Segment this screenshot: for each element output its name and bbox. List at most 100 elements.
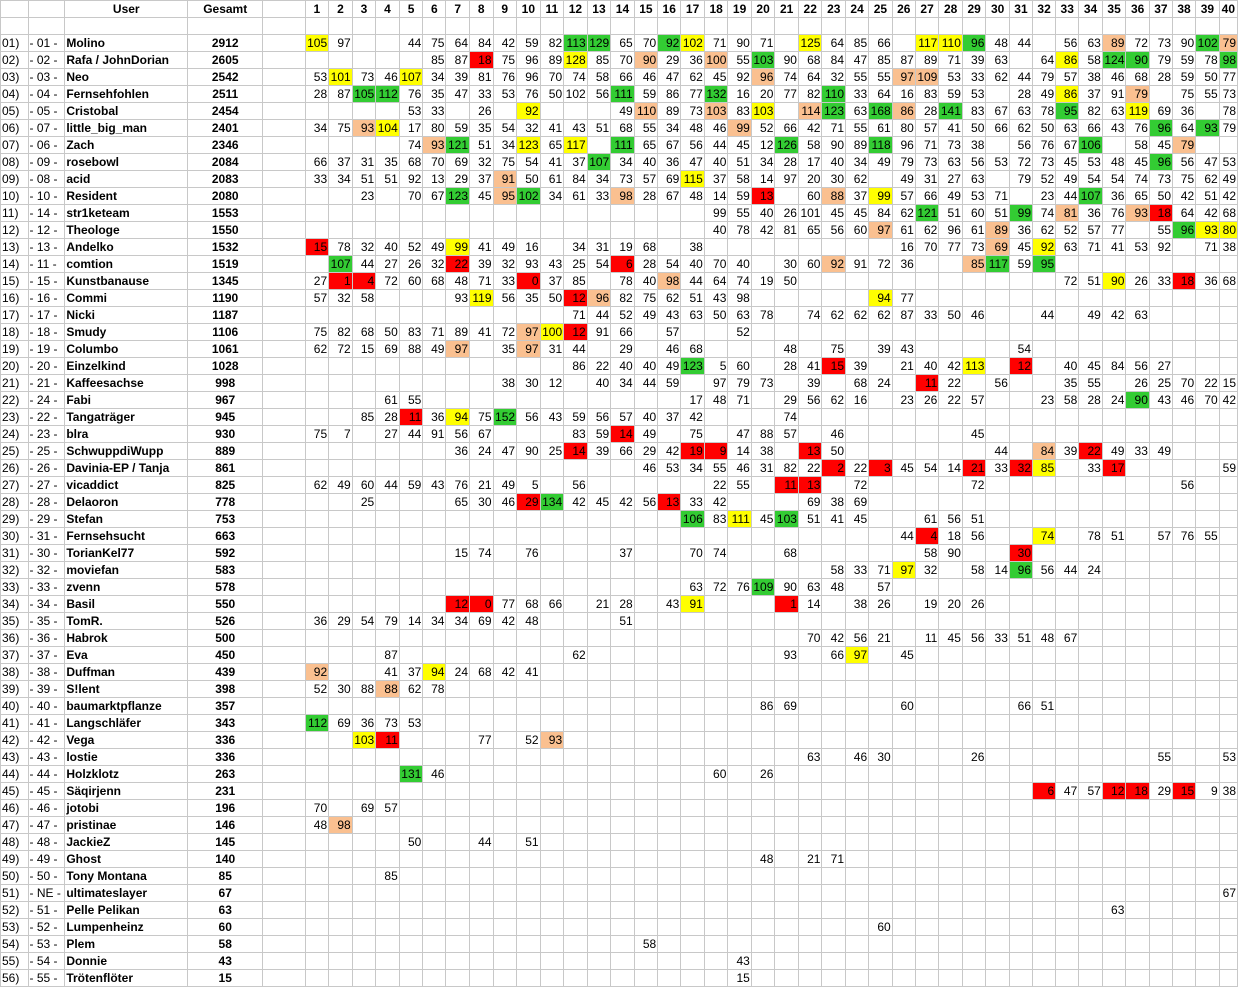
score-cell-matchday-38[interactable] <box>1171 459 1197 477</box>
score-cell-matchday-3[interactable] <box>351 697 377 715</box>
previous-rank-cell[interactable]: - 38 - <box>27 663 66 681</box>
user-name-cell[interactable]: str1keteam <box>64 204 189 222</box>
score-cell-matchday-3[interactable]: 68 <box>351 323 377 341</box>
score-cell-matchday-12[interactable] <box>563 578 588 596</box>
score-cell-matchday-8[interactable]: 30 <box>469 493 494 511</box>
score-cell-matchday-12[interactable]: 74 <box>563 68 588 86</box>
rank-cell[interactable]: 33) <box>0 578 29 596</box>
score-cell-matchday-4[interactable]: 46 <box>375 68 400 86</box>
score-cell-matchday-40[interactable]: 49 <box>1218 170 1238 188</box>
score-cell-matchday-32[interactable]: 64 <box>1032 51 1057 69</box>
total-score-cell[interactable]: 398 <box>187 680 264 698</box>
score-cell-matchday-6[interactable]: 33 <box>422 102 447 120</box>
score-cell-matchday-24[interactable] <box>845 340 870 358</box>
score-cell-matchday-35[interactable]: 41 <box>1101 238 1127 256</box>
previous-rank-cell[interactable]: - 55 - <box>27 969 66 987</box>
score-cell-matchday-29[interactable]: 50 <box>961 119 987 137</box>
score-cell-matchday-9[interactable] <box>492 680 518 698</box>
score-cell-matchday-35[interactable] <box>1101 476 1127 494</box>
score-cell-matchday-6[interactable]: 85 <box>422 51 447 69</box>
score-cell-matchday-4[interactable] <box>375 578 400 596</box>
score-cell-matchday-33[interactable] <box>1055 952 1080 970</box>
score-cell-matchday-28[interactable] <box>938 765 963 783</box>
score-cell-matchday-29[interactable] <box>961 816 987 834</box>
score-cell-matchday-27[interactable]: 117 <box>914 34 940 52</box>
empty-cell[interactable] <box>868 17 893 35</box>
score-cell-matchday-2[interactable] <box>328 765 353 783</box>
score-cell-matchday-21[interactable]: 82 <box>774 459 799 477</box>
score-cell-matchday-8[interactable] <box>469 527 494 545</box>
score-cell-matchday-33[interactable]: 40 <box>1055 357 1080 375</box>
score-cell-matchday-9[interactable]: 54 <box>492 119 518 137</box>
score-cell-matchday-3[interactable] <box>351 867 377 885</box>
score-cell-matchday-19[interactable] <box>727 595 752 613</box>
score-cell-matchday-24[interactable] <box>845 952 870 970</box>
score-cell-matchday-33[interactable] <box>1055 255 1080 273</box>
score-cell-matchday-6[interactable] <box>422 391 447 409</box>
previous-rank-cell[interactable]: - 07 - <box>27 119 66 137</box>
score-cell-matchday-28[interactable] <box>938 850 963 868</box>
score-cell-matchday-5[interactable]: 11 <box>398 408 424 426</box>
score-cell-matchday-38[interactable] <box>1171 425 1197 443</box>
score-cell-matchday-21[interactable] <box>774 680 799 698</box>
spacer-cell[interactable] <box>262 357 306 375</box>
score-cell-matchday-12[interactable] <box>563 952 588 970</box>
rank-cell[interactable]: 29) <box>0 510 29 528</box>
score-cell-matchday-13[interactable] <box>586 850 612 868</box>
score-cell-matchday-28[interactable] <box>938 578 963 596</box>
score-cell-matchday-21[interactable] <box>774 765 799 783</box>
score-cell-matchday-1[interactable] <box>304 850 330 868</box>
score-cell-matchday-13[interactable] <box>586 527 612 545</box>
score-cell-matchday-35[interactable]: 36 <box>1101 187 1127 205</box>
score-cell-matchday-9[interactable]: 38 <box>492 374 518 392</box>
score-cell-matchday-28[interactable]: 59 <box>938 85 963 103</box>
score-cell-matchday-16[interactable] <box>657 833 682 851</box>
score-cell-matchday-29[interactable] <box>961 340 987 358</box>
score-cell-matchday-3[interactable]: 23 <box>351 187 377 205</box>
empty-cell[interactable] <box>750 17 776 35</box>
score-cell-matchday-1[interactable]: 92 <box>304 663 330 681</box>
score-cell-matchday-12[interactable] <box>563 595 588 613</box>
empty-cell[interactable] <box>938 17 963 35</box>
score-cell-matchday-11[interactable]: 70 <box>539 68 565 86</box>
score-cell-matchday-35[interactable]: 43 <box>1101 119 1127 137</box>
score-cell-matchday-39[interactable]: 78 <box>1195 51 1220 69</box>
score-cell-matchday-32[interactable] <box>1032 884 1057 902</box>
score-cell-matchday-15[interactable]: 55 <box>633 119 659 137</box>
score-cell-matchday-15[interactable]: 40 <box>633 408 659 426</box>
header-matchday-4[interactable]: 4 <box>375 0 400 18</box>
rank-cell[interactable]: 24) <box>0 425 29 443</box>
score-cell-matchday-15[interactable]: 40 <box>633 153 659 171</box>
score-cell-matchday-37[interactable]: 18 <box>1148 204 1174 222</box>
score-cell-matchday-14[interactable] <box>610 697 635 715</box>
score-cell-matchday-9[interactable] <box>492 544 518 562</box>
empty-cell[interactable] <box>703 17 729 35</box>
score-cell-matchday-2[interactable] <box>328 459 353 477</box>
score-cell-matchday-8[interactable] <box>469 340 494 358</box>
score-cell-matchday-19[interactable]: 99 <box>727 119 752 137</box>
score-cell-matchday-38[interactable]: 42 <box>1171 187 1197 205</box>
score-cell-matchday-35[interactable] <box>1101 629 1127 647</box>
score-cell-matchday-33[interactable]: 95 <box>1055 102 1080 120</box>
score-cell-matchday-35[interactable] <box>1101 646 1127 664</box>
score-cell-matchday-13[interactable] <box>586 731 612 749</box>
score-cell-matchday-1[interactable] <box>304 102 330 120</box>
spacer-cell[interactable] <box>262 323 306 341</box>
score-cell-matchday-29[interactable] <box>961 918 987 936</box>
score-cell-matchday-26[interactable] <box>891 425 916 443</box>
score-cell-matchday-19[interactable] <box>727 663 752 681</box>
score-cell-matchday-36[interactable]: 76 <box>1125 119 1150 137</box>
empty-cell[interactable] <box>1195 17 1220 35</box>
score-cell-matchday-3[interactable] <box>351 136 377 154</box>
score-cell-matchday-35[interactable] <box>1101 680 1127 698</box>
score-cell-matchday-27[interactable]: 73 <box>914 153 940 171</box>
score-cell-matchday-16[interactable] <box>657 629 682 647</box>
score-cell-matchday-22[interactable]: 42 <box>797 119 823 137</box>
score-cell-matchday-21[interactable] <box>774 918 799 936</box>
score-cell-matchday-9[interactable]: 46 <box>492 493 518 511</box>
score-cell-matchday-22[interactable] <box>797 425 823 443</box>
header-matchday-3[interactable]: 3 <box>351 0 377 18</box>
spacer-cell[interactable] <box>262 272 306 290</box>
score-cell-matchday-2[interactable] <box>328 867 353 885</box>
score-cell-matchday-39[interactable] <box>1195 306 1220 324</box>
